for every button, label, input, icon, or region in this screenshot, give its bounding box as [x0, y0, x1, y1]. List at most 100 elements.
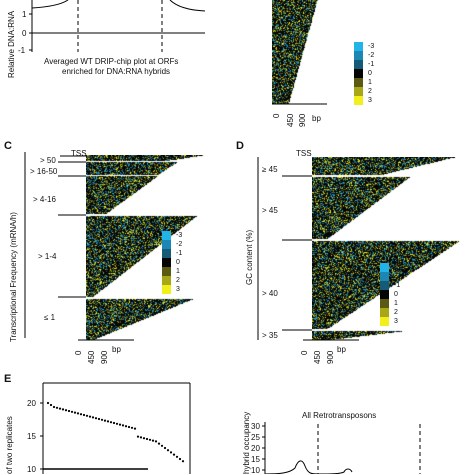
panel-e-point	[169, 451, 173, 454]
panel-d-group-gt35: > 35	[262, 331, 278, 340]
panel-e-point	[142, 437, 146, 440]
panel-a-caption-line2: enriched for DNA:RNA hybrids	[62, 67, 171, 76]
legend-swatch	[162, 231, 171, 240]
panel-e-point	[163, 446, 167, 450]
legend-entry: 1	[380, 299, 432, 308]
legend-entry: 3	[162, 285, 214, 294]
legend-entry: 2	[380, 308, 432, 317]
panel-b-color-legend: -3 -2 -1 0 1 2 3	[354, 42, 406, 105]
legend-entry: -3	[380, 263, 432, 272]
panel-f-plot	[262, 422, 421, 474]
legend-label: -2	[368, 52, 375, 59]
legend-entry: -2	[354, 51, 406, 60]
panel-f-tick-30: 30	[251, 422, 260, 431]
legend-swatch	[380, 263, 389, 272]
legend-entry: 3	[354, 96, 406, 105]
legend-label: 1	[368, 79, 372, 86]
legend-entry: 0	[380, 290, 432, 299]
panel-e-point	[127, 425, 131, 429]
legend-entry: 1	[162, 267, 214, 276]
panel-e-point	[46, 401, 50, 405]
heatmap-canvas	[86, 155, 216, 340]
panel-e-point	[130, 426, 134, 429]
panel-c-x-unit: bp	[112, 345, 121, 354]
panel-e-point	[181, 460, 185, 463]
legend-label: 1	[176, 268, 180, 275]
legend-entry: 1	[354, 78, 406, 87]
panel-f-title: All Retrotransposons	[302, 411, 377, 420]
panel-d-group-brackets	[257, 157, 312, 340]
panel-b-heatmap	[272, 0, 320, 104]
legend-entry: -2	[162, 240, 214, 249]
legend-entry: 2	[162, 276, 214, 285]
legend-label: 2	[176, 277, 180, 284]
legend-swatch	[162, 258, 171, 267]
legend-label: -1	[176, 250, 183, 257]
panel-c-group-4-16: > 4-16	[33, 195, 56, 204]
panel-a-caption-line1: Averaged WT DRIP-chip plot at ORFs	[44, 57, 179, 66]
panel-e-letter: E	[4, 373, 12, 385]
legend-swatch	[162, 267, 171, 276]
panel-e-tick-20: 20	[27, 399, 36, 408]
panel-e-point	[82, 413, 86, 417]
panel-a-plot	[29, 0, 206, 52]
legend-label: 3	[394, 318, 398, 325]
legend-label: -3	[368, 43, 375, 50]
panel-d-tick-0: 0	[300, 350, 309, 355]
legend-label: 1	[394, 300, 398, 307]
panel-c-letter: C	[4, 140, 12, 152]
panel-e-point	[49, 403, 53, 407]
panel-d-group-gt40: > 40	[262, 289, 278, 298]
panel-c-group-le1: ≤ 1	[44, 313, 56, 322]
panel-c-group-16-50: > 16-50	[30, 167, 58, 176]
legend-label: -2	[394, 273, 401, 280]
legend-entry: -3	[162, 231, 214, 240]
legend-entry: -3	[354, 42, 406, 51]
panel-d-group-gt45: > 45	[262, 206, 278, 215]
legend-label: -2	[176, 241, 183, 248]
panel-d-x-axis	[303, 339, 359, 341]
panel-e-plot	[40, 382, 191, 474]
panel-e-point	[109, 421, 113, 424]
legend-swatch	[354, 87, 363, 96]
panel-e-point	[124, 425, 128, 428]
panel-f-tick-20: 20	[251, 444, 260, 453]
legend-swatch	[162, 240, 171, 249]
legend-swatch	[354, 42, 363, 51]
legend-swatch	[380, 272, 389, 281]
legend-swatch	[380, 290, 389, 299]
panel-e-point	[64, 409, 68, 412]
panel-c-group-brackets	[24, 152, 86, 338]
panel-f-tick-25: 25	[251, 433, 260, 442]
panel-e-point	[70, 410, 74, 413]
legend-swatch	[354, 51, 363, 60]
legend-label: -1	[394, 282, 401, 289]
panel-c-group-gt50: > 50	[40, 156, 56, 165]
panel-e-point	[103, 419, 107, 422]
panel-e-point	[160, 444, 164, 447]
legend-entry: 2	[354, 87, 406, 96]
panel-e-point	[151, 439, 155, 442]
panel-f-tick-15: 15	[251, 455, 260, 464]
panel-e-point	[85, 414, 89, 417]
legend-label: 2	[394, 309, 398, 316]
legend-label: 3	[368, 97, 372, 104]
panel-e-point	[100, 418, 104, 421]
panel-a-profile-line	[31, 0, 206, 12]
panel-d-tick-450: 450	[313, 350, 322, 364]
panel-e-tick-10: 10	[27, 465, 36, 474]
panel-c-tss-label: TSS	[71, 149, 87, 158]
panel-e-point	[73, 411, 77, 414]
legend-label: 0	[176, 259, 180, 266]
legend-swatch	[354, 60, 363, 69]
legend-entry: 3	[380, 317, 432, 326]
panel-d-tss-label: TSS	[296, 149, 312, 158]
panel-e-point	[166, 449, 170, 452]
panel-d-group-ge45: ≥ 45	[262, 165, 278, 174]
panel-b-x-unit: bp	[312, 114, 321, 123]
panel-c-group-1-4: > 1-4	[38, 252, 57, 261]
legend-label: -1	[368, 61, 375, 68]
legend-label: 0	[394, 291, 398, 298]
panel-e-point	[139, 436, 143, 439]
legend-label: 3	[176, 286, 180, 293]
